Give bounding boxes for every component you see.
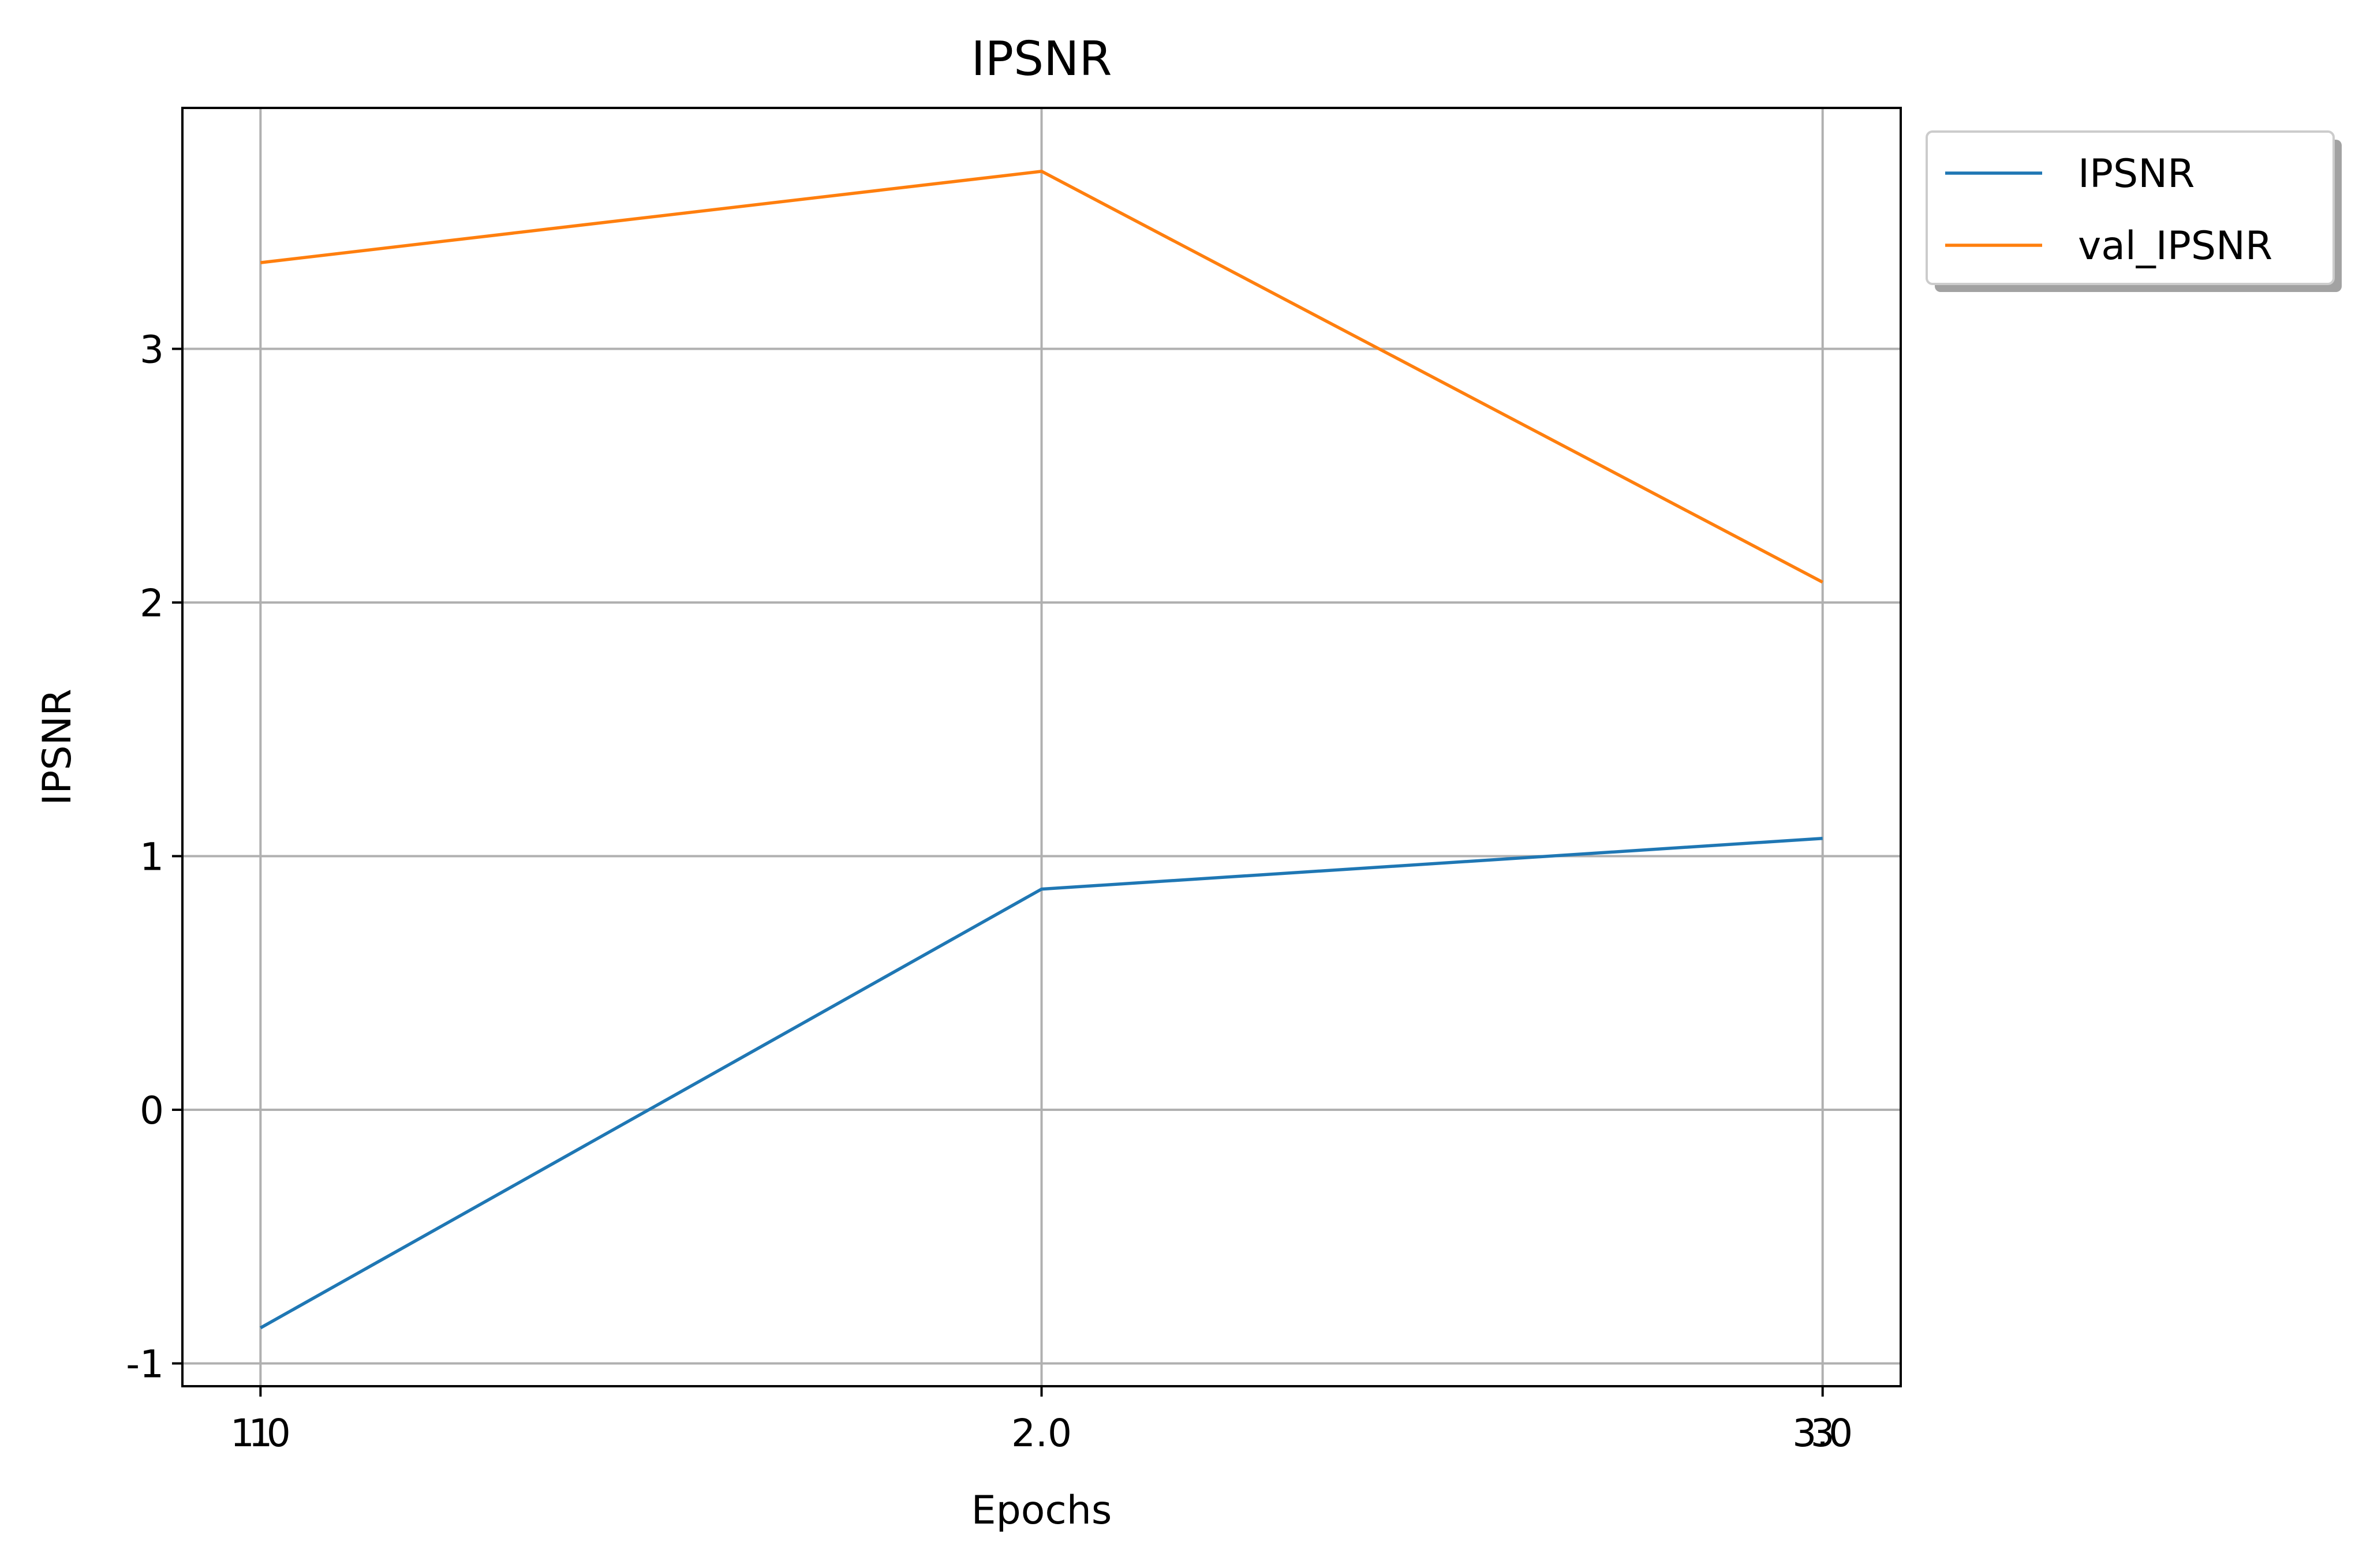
series-layer xyxy=(259,170,1823,1330)
x-axis-label: Epochs xyxy=(971,1488,1112,1533)
series-line-val_IPSNR xyxy=(260,170,1823,584)
x-tick-label: 1.0 xyxy=(230,1411,291,1455)
grid-layer xyxy=(182,108,1901,1386)
x-tick-label: 3 xyxy=(1811,1411,1835,1455)
y-axis-label: IPSNR xyxy=(35,688,80,805)
series-line-IPSNR xyxy=(259,836,1823,1330)
y-tick-label: -1 xyxy=(126,1342,164,1386)
legend-label: IPSNR xyxy=(2078,151,2195,197)
y-tick-label: 0 xyxy=(140,1088,164,1133)
y-tick-label: 1 xyxy=(140,834,164,879)
x-tick-label: 2.0 xyxy=(1011,1411,1072,1455)
y-tick-label: 3 xyxy=(140,328,164,372)
x-tick-label: 1 xyxy=(248,1411,272,1455)
x-tick-label: 3.0 xyxy=(1792,1411,1853,1455)
y-tick-label: 2 xyxy=(140,581,164,626)
legend-label: val_IPSNR xyxy=(2078,223,2272,269)
legend: IPSNR val_IPSNR xyxy=(1926,130,2342,292)
chart-title: IPSNR xyxy=(971,32,1112,87)
